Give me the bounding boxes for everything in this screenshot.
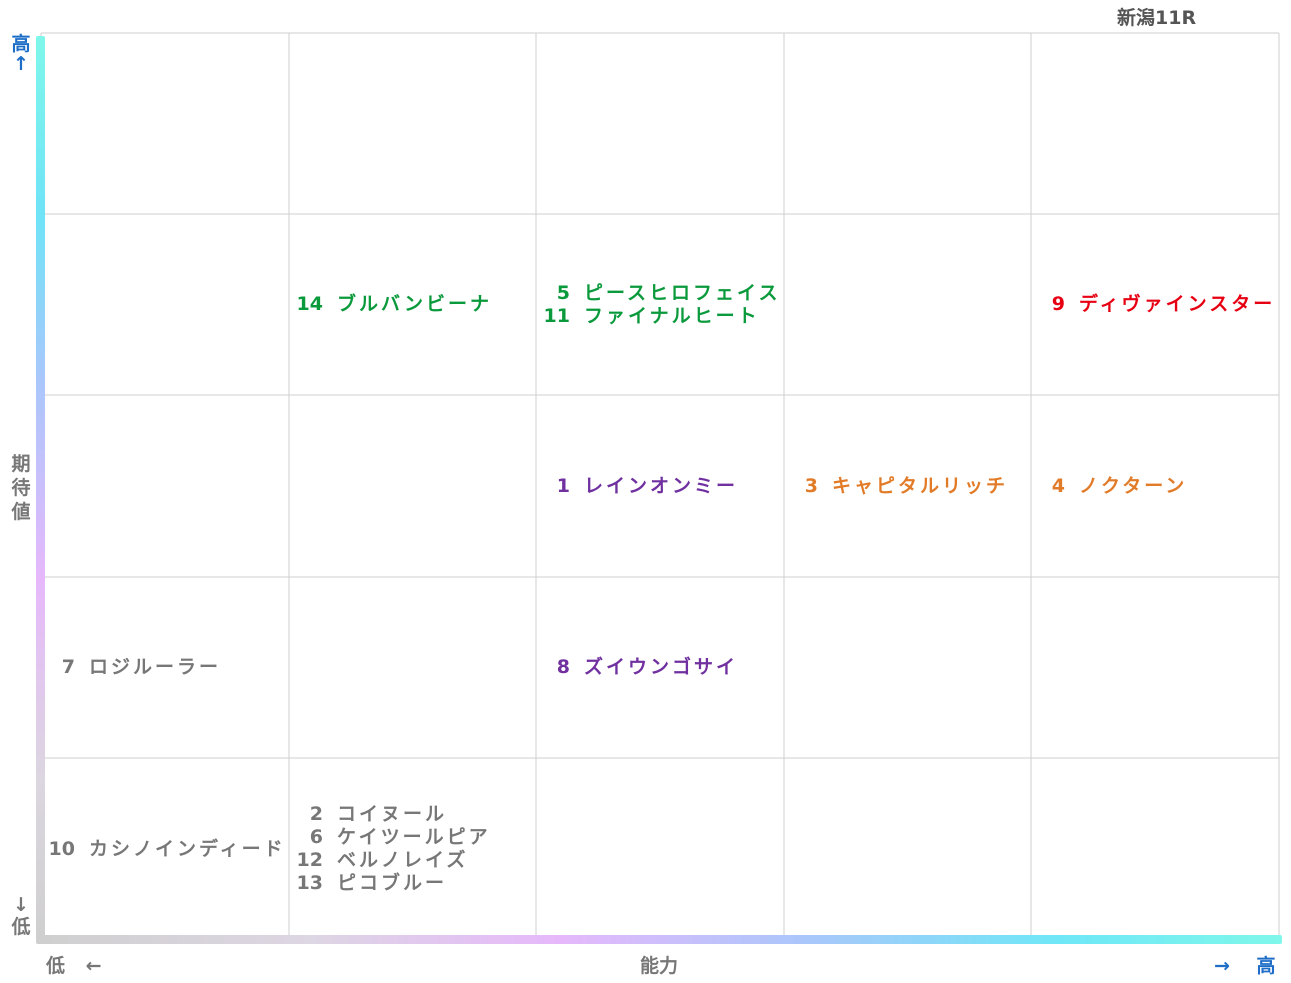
horse-number: 11 bbox=[543, 304, 570, 327]
y-axis-high-label: 高 ↑ bbox=[10, 34, 32, 74]
x-left-arrow-icon: ← bbox=[85, 955, 102, 977]
horse-number: 1 bbox=[556, 474, 570, 497]
horse-name: ケイツールピア bbox=[337, 826, 491, 848]
horse-name: カシノインディード bbox=[89, 837, 286, 860]
horse-entry: 2 コイヌール bbox=[291, 803, 534, 826]
horse-number: 12 bbox=[296, 849, 323, 871]
grid-cell: 2 コイヌール 6 ケイツールピア 12 ベルノレイズ 13 ピコブルー bbox=[291, 758, 534, 940]
y-up-arrow-icon: ↑ bbox=[13, 53, 29, 75]
y-down-arrow-icon: ↓ bbox=[13, 894, 29, 916]
x-right-arrow-icon: → bbox=[1214, 955, 1230, 977]
horse-name: キャピタルリッチ bbox=[832, 474, 1009, 497]
horse-number: 4 bbox=[1051, 474, 1065, 497]
horse-entry: 4 ノクターン bbox=[1033, 475, 1277, 498]
y-title-char: 待 bbox=[11, 477, 31, 499]
grid-cell: 7 ロジルーラー bbox=[43, 577, 287, 758]
horse-number: 3 bbox=[804, 474, 818, 497]
horse-entry: 5 ピースヒロフェイス bbox=[538, 282, 782, 305]
race-title: 新潟11R bbox=[1117, 7, 1197, 29]
horse-name: ディヴァインスター bbox=[1079, 293, 1276, 315]
horse-number: 10 bbox=[48, 837, 75, 860]
x-low-text: 低 bbox=[46, 955, 66, 977]
x-axis-title: 能力 bbox=[640, 955, 679, 977]
horse-name: ベルノレイズ bbox=[337, 849, 469, 871]
horse-name: ピースヒロフェイス bbox=[584, 281, 781, 304]
horse-number: 13 bbox=[296, 872, 323, 894]
y-axis-bar bbox=[36, 36, 45, 940]
horse-entry: 14 ブルバンビーナ bbox=[291, 293, 534, 316]
horse-name: ピコブルー bbox=[337, 872, 448, 894]
horse-number: 8 bbox=[556, 656, 570, 678]
horse-name: ノクターン bbox=[1079, 474, 1188, 497]
horse-entry: 13 ピコブルー bbox=[291, 872, 534, 895]
horse-number: 14 bbox=[296, 293, 323, 315]
horse-name: ズイウンゴサイ bbox=[584, 656, 739, 678]
horse-name: ロジルーラー bbox=[89, 656, 222, 678]
horse-entry: 1 レインオンミー bbox=[538, 475, 782, 498]
horse-entry: 8 ズイウンゴサイ bbox=[538, 656, 782, 679]
grid-cell: 14 ブルバンビーナ bbox=[291, 214, 534, 395]
x-axis-bar bbox=[36, 935, 1282, 944]
horse-name: ブルバンビーナ bbox=[337, 293, 492, 315]
horse-entry: 9 ディヴァインスター bbox=[1033, 293, 1277, 316]
horse-entry: 7 ロジルーラー bbox=[43, 656, 287, 679]
y-axis-low-label: ↓ 低 bbox=[10, 894, 32, 938]
x-high-text: 高 bbox=[1256, 955, 1276, 977]
horse-name: コイヌール bbox=[337, 803, 448, 825]
horse-name: ファイナルヒート bbox=[584, 304, 760, 327]
horse-number: 5 bbox=[556, 281, 570, 304]
y-title-char: 値 bbox=[11, 501, 31, 523]
grid-cell: 3 キャピタルリッチ bbox=[786, 395, 1029, 577]
horse-entry: 12 ベルノレイズ bbox=[291, 849, 534, 872]
horse-entry: 6 ケイツールピア bbox=[291, 826, 534, 849]
grid-cell: 4 ノクターン bbox=[1033, 395, 1277, 577]
x-axis-high-label: → 高 bbox=[1214, 951, 1276, 978]
grid-cell: 9 ディヴァインスター bbox=[1033, 214, 1277, 395]
horse-number: 6 bbox=[309, 826, 323, 848]
horse-entry: 11 ファイナルヒート bbox=[538, 305, 782, 328]
y-title-char: 期 bbox=[11, 453, 31, 475]
grid-cell: 5 ピースヒロフェイス 11 ファイナルヒート bbox=[538, 214, 782, 395]
y-low-text: 低 bbox=[11, 916, 31, 938]
grid-cell: 1 レインオンミー bbox=[538, 395, 782, 577]
horse-number: 9 bbox=[1051, 293, 1065, 315]
horse-entry: 10 カシノインディード bbox=[43, 838, 287, 861]
horse-number: 7 bbox=[61, 656, 75, 678]
grid-cell: 10 カシノインディード bbox=[43, 758, 287, 940]
horse-entry: 3 キャピタルリッチ bbox=[786, 475, 1029, 498]
grid-cell: 8 ズイウンゴサイ bbox=[538, 577, 782, 758]
horse-number: 2 bbox=[309, 803, 323, 825]
horse-name: レインオンミー bbox=[584, 474, 739, 497]
x-axis-low-label: 低 ← bbox=[46, 951, 102, 978]
y-axis-title: 期待値 bbox=[10, 452, 32, 524]
y-high-text: 高 bbox=[11, 33, 31, 55]
